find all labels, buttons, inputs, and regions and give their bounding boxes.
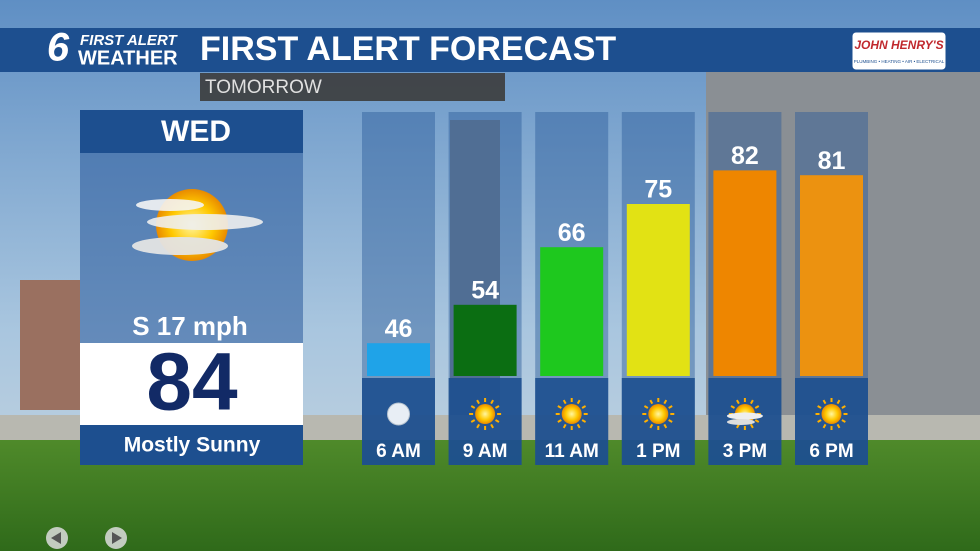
day-header bbox=[80, 110, 303, 153]
sun-ray bbox=[562, 399, 567, 405]
hour-label: 11 AM bbox=[545, 441, 599, 462]
subtitle: TOMORROW bbox=[205, 77, 322, 98]
sun-ray bbox=[557, 419, 562, 423]
moon bbox=[387, 402, 410, 426]
sun-ray bbox=[750, 399, 754, 405]
sun-ray bbox=[643, 419, 649, 423]
cloud bbox=[726, 419, 755, 425]
bar bbox=[713, 170, 777, 376]
sun-ray bbox=[736, 423, 740, 429]
sun-ray bbox=[649, 399, 654, 405]
sun-ray bbox=[730, 405, 736, 409]
bar-value: 75 bbox=[644, 176, 672, 204]
sun-ray bbox=[750, 423, 754, 429]
sun bbox=[475, 404, 496, 424]
cloud bbox=[726, 412, 763, 420]
bar bbox=[367, 343, 430, 376]
sun-ray bbox=[490, 399, 494, 405]
hour-label: 6 PM bbox=[809, 441, 853, 462]
sun-ray bbox=[736, 399, 740, 405]
hour-label: 9 AM bbox=[463, 441, 508, 462]
sun-ray bbox=[841, 419, 846, 423]
logo-top: FIRST ALERT bbox=[80, 32, 179, 49]
hour-icon bbox=[642, 398, 675, 430]
sun-ray bbox=[576, 399, 581, 405]
sun-ray bbox=[754, 419, 760, 423]
sun-ray bbox=[817, 405, 822, 409]
building bbox=[20, 280, 80, 410]
day-label: WED bbox=[161, 115, 231, 148]
subtitle-bar bbox=[200, 73, 505, 101]
bar-value: 66 bbox=[558, 219, 586, 247]
wind: S 17 mph bbox=[132, 311, 248, 341]
sun-ray bbox=[494, 419, 500, 423]
sun-ray bbox=[476, 423, 480, 429]
header-bar bbox=[0, 28, 980, 72]
next-button[interactable] bbox=[105, 527, 127, 549]
sun-ray bbox=[494, 405, 500, 409]
condition-bar bbox=[80, 425, 303, 465]
sun-ray bbox=[841, 405, 846, 409]
sun-ray bbox=[822, 423, 827, 429]
sun-ray bbox=[643, 405, 649, 409]
sun-ray bbox=[576, 423, 581, 429]
sun-ray bbox=[581, 419, 587, 423]
bar-value: 54 bbox=[471, 276, 499, 304]
sponsor-name: JOHN HENRY'S bbox=[854, 38, 943, 52]
sun-ray bbox=[817, 419, 822, 423]
sun-ray bbox=[822, 399, 827, 405]
condition: Mostly Sunny bbox=[124, 434, 261, 457]
hour-icon bbox=[555, 398, 588, 430]
hour-label: 3 PM bbox=[723, 441, 767, 462]
sun-ray bbox=[668, 419, 673, 423]
sun-ray bbox=[490, 423, 494, 429]
sun-ray bbox=[476, 399, 480, 405]
bar bbox=[800, 175, 863, 376]
sun-ray bbox=[470, 419, 476, 423]
prev-button[interactable] bbox=[46, 527, 68, 549]
sun-ray bbox=[557, 405, 562, 409]
sun-ray bbox=[562, 423, 567, 429]
sun bbox=[821, 404, 842, 424]
hour-icon bbox=[469, 398, 502, 430]
sun-ray bbox=[836, 423, 841, 429]
high-box bbox=[80, 343, 303, 425]
sun-ray bbox=[663, 399, 668, 405]
bar-value: 46 bbox=[385, 315, 413, 343]
bar bbox=[540, 247, 604, 376]
logo-bottom: WEATHER bbox=[78, 47, 178, 69]
weather-icon bbox=[132, 189, 263, 261]
sun-ray bbox=[581, 405, 587, 409]
hour-icon bbox=[815, 398, 848, 430]
hour-icon bbox=[726, 398, 763, 430]
sun bbox=[561, 404, 582, 424]
bar bbox=[626, 204, 690, 376]
logo-number: 6 bbox=[47, 26, 70, 70]
bar-value: 81 bbox=[818, 147, 846, 175]
sun-ray bbox=[754, 405, 760, 409]
sun-ray bbox=[470, 405, 476, 409]
sun bbox=[648, 404, 669, 424]
bar bbox=[453, 304, 517, 376]
high-temp: 84 bbox=[146, 337, 238, 428]
sponsor-tagline: PLUMBING • HEATING • AIR • ELECTRICAL bbox=[854, 59, 945, 64]
sun-ray bbox=[836, 399, 841, 405]
sun-ray bbox=[663, 423, 668, 429]
title: FIRST ALERT FORECAST bbox=[200, 30, 616, 68]
hour-icon bbox=[387, 402, 410, 426]
sponsor-logo bbox=[851, 31, 947, 71]
hour-label: 1 PM bbox=[636, 441, 680, 462]
sun-ray bbox=[649, 423, 654, 429]
hour-label: 6 AM bbox=[376, 441, 421, 462]
bar-value: 82 bbox=[731, 142, 759, 170]
sun-ray bbox=[668, 405, 673, 409]
